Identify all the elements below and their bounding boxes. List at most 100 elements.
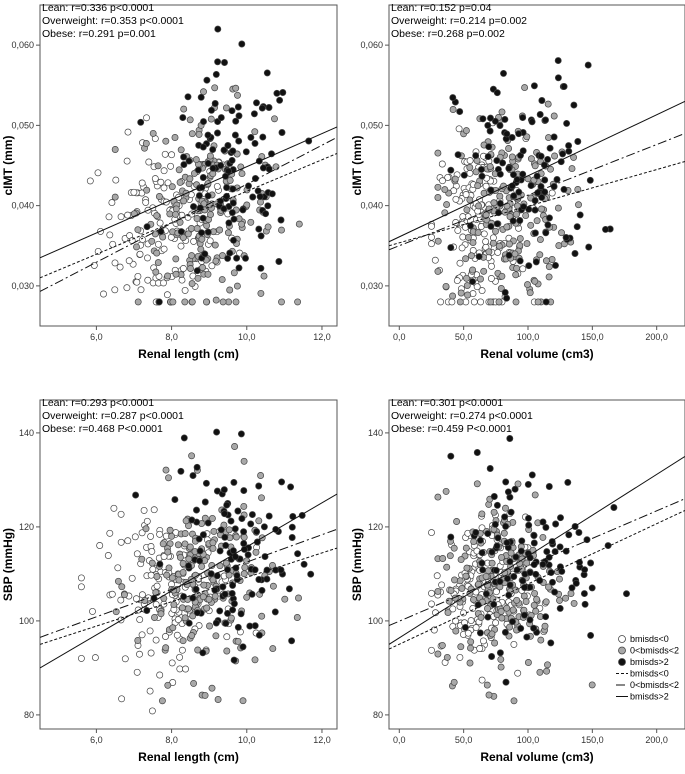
data-point [506, 435, 514, 442]
data-point [184, 605, 192, 613]
data-point [114, 564, 122, 572]
data-point [537, 636, 545, 644]
data-point [438, 581, 446, 589]
data-point [136, 250, 144, 258]
data-point [534, 298, 542, 306]
data-point [138, 631, 146, 639]
data-point [474, 182, 482, 190]
data-point [559, 150, 567, 158]
data-point [479, 637, 487, 645]
data-point [512, 298, 520, 306]
data-point [556, 575, 563, 583]
data-point [434, 237, 442, 245]
data-point [182, 517, 190, 525]
data-point [528, 471, 536, 479]
data-point [572, 579, 580, 587]
data-point [524, 659, 532, 666]
data-point [204, 228, 212, 236]
data-point [157, 228, 165, 235]
data-point [200, 118, 207, 126]
data-point [216, 226, 224, 234]
data-point [502, 504, 509, 512]
data-point [585, 243, 593, 251]
data-point [562, 234, 570, 241]
data-point [214, 696, 222, 703]
data-point [550, 133, 558, 141]
x-tick-label: 150,0 [581, 735, 604, 745]
data-point [179, 114, 187, 122]
data-point [456, 653, 464, 661]
data-point [508, 153, 516, 161]
data-point [157, 610, 165, 618]
data-point [242, 254, 249, 262]
x-tick-label: 12,0 [313, 735, 331, 745]
y-tick-label: 120 [19, 522, 34, 532]
data-point [586, 176, 594, 184]
data-point [112, 608, 120, 616]
data-point [212, 619, 220, 627]
data-point [565, 147, 573, 155]
data-point [477, 298, 485, 306]
data-point [509, 618, 516, 626]
data-point [542, 229, 550, 237]
data-point [255, 482, 263, 490]
data-point [212, 296, 220, 304]
data-point [228, 590, 236, 597]
data-point [491, 639, 499, 647]
data-point [544, 155, 552, 163]
data-point [207, 211, 214, 218]
data-point [560, 185, 568, 193]
data-point [558, 567, 566, 575]
data-point [161, 150, 169, 158]
data-point [211, 241, 219, 249]
data-point [190, 679, 198, 687]
data-point [181, 298, 189, 306]
data-point [491, 117, 499, 125]
data-point [201, 691, 209, 699]
data-point [551, 548, 559, 556]
data-point [222, 559, 230, 567]
data-point [177, 146, 185, 154]
data-point [492, 566, 500, 574]
data-point [233, 254, 241, 262]
data-point [484, 605, 491, 612]
data-point [180, 161, 188, 169]
data-point [228, 156, 236, 164]
data-point [143, 223, 151, 231]
plot-frame [388, 399, 685, 730]
correlation-annotation: Lean: r=0.336 p<0.0001 [42, 2, 154, 14]
x-tick-label: 10,0 [238, 735, 256, 745]
data-point [479, 115, 487, 123]
data-point [541, 188, 549, 196]
data-point [227, 517, 235, 525]
data-point [503, 294, 511, 302]
data-point [434, 493, 442, 501]
data-point [278, 478, 286, 486]
data-point [163, 291, 171, 299]
data-point [209, 146, 217, 154]
data-point [544, 661, 551, 669]
data-point [527, 155, 535, 163]
data-point [523, 633, 531, 641]
data-point [493, 542, 501, 550]
data-point [482, 238, 490, 246]
data-point [496, 192, 504, 200]
data-point [474, 601, 482, 609]
data-point [430, 626, 438, 634]
data-point [209, 544, 217, 552]
data-point [149, 565, 157, 573]
data-point [565, 142, 573, 150]
data-point [254, 187, 262, 195]
data-point [187, 225, 195, 232]
data-point [223, 633, 231, 641]
data-point [278, 226, 285, 234]
data-point [527, 221, 535, 229]
data-point [475, 202, 482, 210]
data-point [206, 622, 213, 630]
data-point [179, 637, 187, 645]
data-point [221, 510, 228, 518]
data-point [502, 478, 510, 486]
data-point [460, 171, 468, 179]
data-point [505, 164, 513, 172]
data-point [203, 604, 211, 612]
